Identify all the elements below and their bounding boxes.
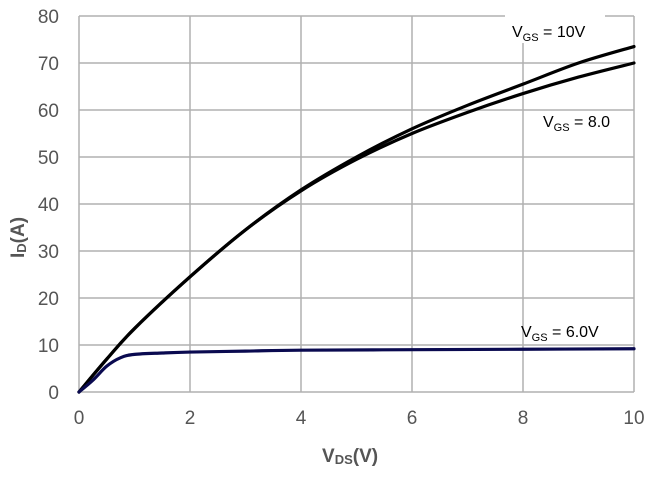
y-tick-label: 80 xyxy=(38,7,59,28)
label-vgs6: VGS = 6.0V xyxy=(521,324,599,344)
x-axis-label: VDS(V) xyxy=(322,446,378,467)
y-tick-label: 60 xyxy=(38,101,59,122)
x-tick-label: 2 xyxy=(185,408,196,429)
y-tick-label: 70 xyxy=(38,54,59,75)
y-tick-label: 30 xyxy=(38,242,59,263)
label-vgs8: VGS = 8.0 xyxy=(543,114,610,134)
x-tick-label: 4 xyxy=(296,408,307,429)
curves xyxy=(77,44,636,394)
label-bg-vgs8 xyxy=(530,112,630,144)
y-axis-label: ID(A) xyxy=(8,217,29,258)
curve-vgs6 xyxy=(77,347,636,394)
y-tick-label: 40 xyxy=(38,195,59,216)
tick-labels: 0 2 4 6 8 10 0 10 20 30 40 50 60 70 80 xyxy=(38,7,645,429)
y-tick-label: 0 xyxy=(48,383,59,404)
label-bg-vgs10 xyxy=(505,15,605,43)
x-tick-label: 0 xyxy=(74,408,85,429)
y-tick-label: 20 xyxy=(38,289,59,310)
curve-vgs8 xyxy=(77,61,636,394)
x-tick-label: 6 xyxy=(407,408,418,429)
y-tick-label: 10 xyxy=(38,336,59,357)
x-tick-label: 8 xyxy=(518,408,529,429)
grid xyxy=(78,15,635,393)
y-tick-label: 50 xyxy=(38,148,59,169)
x-tick-label: 10 xyxy=(623,408,644,429)
label-vgs10: VGS = 10V xyxy=(512,24,586,44)
